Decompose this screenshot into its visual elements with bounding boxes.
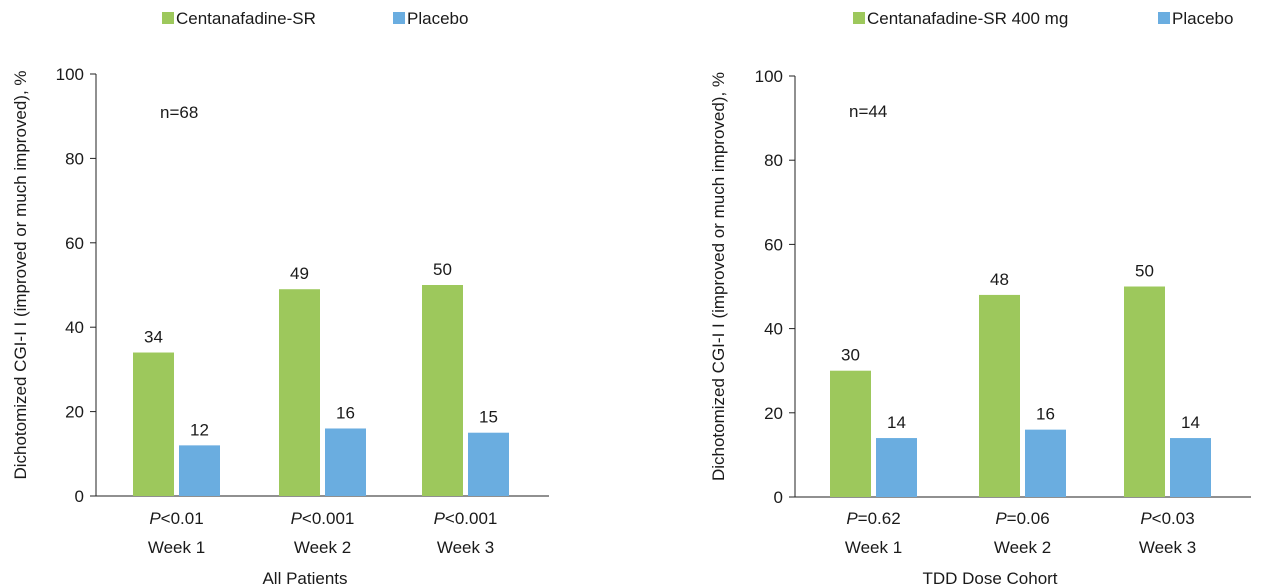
chart-1-data-label: 49 [290,264,309,283]
chart-2-p-value-symbol: P [846,509,858,528]
chart-2-sample-size-annotation: n=44 [849,102,887,121]
chart-1-x-tick-label: Week 3 [437,538,494,557]
chart-1-p-value-text: <0.001 [445,509,497,528]
chart-1-bar [279,289,320,496]
chart-2-p-value-text: =0.06 [1007,509,1050,528]
chart-2-data-label: 16 [1036,405,1055,424]
chart-2-p-value-symbol: P [995,509,1007,528]
chart-1-p-value-symbol: P [149,509,161,528]
chart-1-bar [133,352,174,496]
chart-2-bar [979,294,1020,497]
chart-1-p-value-text: <0.01 [161,509,204,528]
chart-1-y-tick-label: 80 [65,149,84,168]
chart-1-legend-label: Centanafadine-SR [176,9,316,28]
chart-2-y-tick-label: 0 [774,488,783,507]
chart-1-y-tick-label: 20 [65,403,84,422]
chart-1-data-label: 12 [190,420,209,439]
chart-2-y-tick-label: 100 [755,67,783,86]
chart-2-bar [1124,286,1165,497]
chart-1-y-tick-label: 40 [65,318,84,337]
chart-1-x-axis-title: All Patients [262,569,347,588]
chart-2-x-tick-label: Week 2 [994,538,1051,557]
chart-1-data-label: 16 [336,403,355,422]
chart-1-bar [422,285,463,496]
chart-2-p-value-symbol: P [1140,509,1152,528]
chart-2-legend-swatch [1158,12,1170,24]
chart-1-y-tick-label: 60 [65,234,84,253]
chart-1-sample-size-annotation: n=68 [160,103,198,122]
chart-2-legend-swatch [853,12,865,24]
chart-2-data-label: 48 [990,270,1009,289]
chart-2-p-value-label: P=0.62 [846,509,900,528]
chart-2-bar [876,438,917,497]
chart-2-x-tick-label: Week 1 [845,538,902,557]
chart-2-y-tick-label: 60 [764,235,783,254]
chart-1-p-value-label: P<0.001 [434,509,498,528]
chart-2-x-tick-label: Week 3 [1139,538,1196,557]
chart-1-bar [179,445,220,496]
chart-2-y-tick-label: 20 [764,404,783,423]
chart-2-bar [1025,429,1066,497]
chart-2-x-axis-title: TDD Dose Cohort [922,569,1057,588]
chart-2-p-value-text: <0.03 [1152,509,1195,528]
chart-1-legend-swatch [393,12,405,24]
chart-1-y-axis-title: Dichotomized CGI-I I (improved or much i… [11,70,30,479]
chart-1-p-value-symbol: P [291,509,303,528]
chart-2-y-tick-label: 80 [764,151,783,170]
chart-2-y-tick-label: 40 [764,320,783,339]
chart-1-legend-label: Placebo [407,9,468,28]
chart-1-bar [468,432,509,496]
chart-1-data-label: 34 [144,328,163,347]
chart-1-bar [325,428,366,496]
chart-1-p-value-label: P<0.001 [291,509,355,528]
chart-1-p-value-symbol: P [434,509,446,528]
chart-1-legend-swatch [162,12,174,24]
chart-1-p-value-label: P<0.01 [149,509,203,528]
chart-2-legend-label: Placebo [1172,9,1233,28]
chart-1-x-tick-label: Week 2 [294,538,351,557]
chart-1-x-tick-label: Week 1 [148,538,205,557]
chart-1-y-tick-label: 0 [75,487,84,506]
chart-2-y-axis-title: Dichotomized CGI-I I (improved or much i… [709,72,728,481]
chart-2-data-label: 14 [887,413,906,432]
chart-2-p-value-label: P=0.06 [995,509,1049,528]
chart-2-bar [830,370,871,497]
chart-1-p-value-text: <0.001 [302,509,354,528]
chart-2-data-label: 30 [841,346,860,365]
chart-1-data-label: 50 [433,260,452,279]
chart-2-data-label: 50 [1135,262,1154,281]
chart-2-bar [1170,438,1211,497]
chart-2-legend-label: Centanafadine-SR 400 mg [867,9,1068,28]
chart-1-y-tick-label: 100 [56,65,84,84]
chart-2-p-value-label: P<0.03 [1140,509,1194,528]
chart-2-p-value-text: =0.62 [858,509,901,528]
chart-1-data-label: 15 [479,408,498,427]
chart-2-data-label: 14 [1181,413,1200,432]
